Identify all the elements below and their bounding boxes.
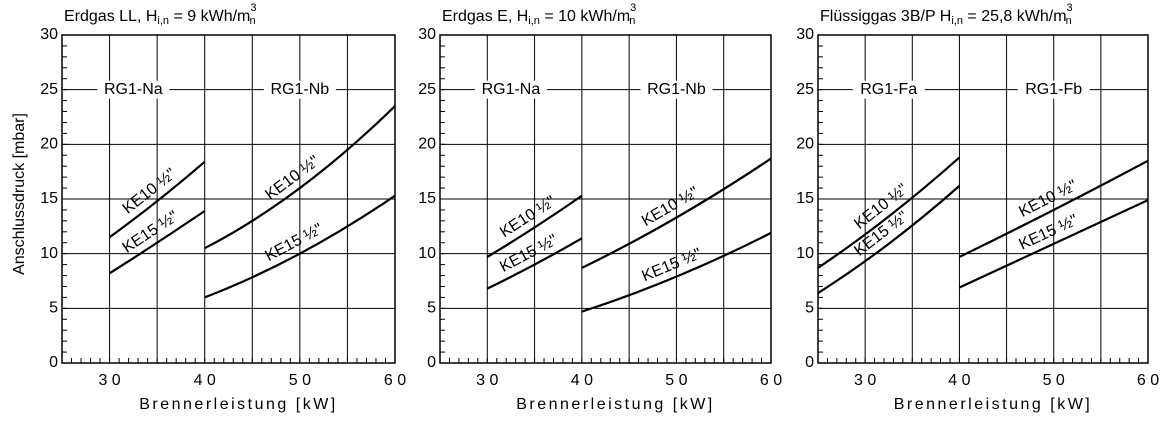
y-tick-label: 30 [796,26,814,43]
title-part: 3 [250,2,256,14]
y-tick-label: 25 [40,81,58,98]
title-part: i,n [951,15,963,27]
chart-title: Flüssiggas 3B/P Hi,n = 25,8 kWh/m3 n [820,2,1073,27]
title-part: = 25,8 kWh/m [963,8,1067,25]
plot-frame [817,34,1149,364]
line-series [486,194,583,258]
x-tick-label: 5 0 [289,372,311,389]
title-part: n [629,15,635,27]
title-part: n [250,15,256,27]
y-tick-label: 30 [40,26,58,43]
group-label-bg [97,80,170,99]
line-series [581,157,772,269]
line-series [817,185,961,294]
chart-title: Erdgas E, Hi,n = 10 kWh/m3 n [442,2,636,27]
x-tick-label: 6 0 [760,372,782,389]
line-series [108,160,206,239]
title-part: i,n [528,15,540,27]
x-axis-label: Brennerleistung [kW] [894,396,1093,413]
y-tick-label: 10 [40,245,58,262]
group-label-bg [852,80,925,99]
plot-frame [439,34,772,364]
line-series [204,105,396,250]
y-tick-label: 15 [418,190,436,207]
line-series [486,237,583,290]
y-tick-label: 20 [40,136,58,153]
title-part: 3 [1067,2,1073,14]
title-part: i,n [157,15,169,27]
line-series [817,156,961,269]
line-series [958,199,1149,289]
title-part: n [1066,15,1072,27]
y-tick-label: 5 [805,300,814,317]
line-series [108,210,206,275]
x-tick-label: 4 0 [571,372,593,389]
plot-frame [61,34,396,364]
title-part: = 9 kWh/m [169,8,250,25]
y-tick-label: 10 [418,245,436,262]
y-tick-label: 0 [49,354,58,371]
line-series [958,159,1149,258]
group-label: RG1-Na [482,81,541,98]
y-tick-label: 0 [805,354,814,371]
x-tick-label: 6 0 [384,372,406,389]
y-tick-label: 15 [796,190,814,207]
x-tick-label: 5 0 [665,372,687,389]
y-tick-label: 20 [418,136,436,153]
series-label: KE10 ½" [639,184,702,230]
group-label-bg [263,80,336,99]
chart-title: Erdgas LL, Hi,n = 9 kWh/m3 n [64,2,257,27]
y-tick-label: 5 [427,300,436,317]
y-tick-label: 30 [418,26,436,43]
group-label: RG1-Na [104,81,163,98]
series-label: KE15 ½" [262,221,325,266]
x-tick-label: 3 0 [98,372,120,389]
line-series [204,194,396,299]
y-tick-label: 5 [49,300,58,317]
title-part: 3 [630,2,636,14]
group-label-bg [474,80,547,99]
y-tick-label: 15 [40,190,58,207]
group-label-bg [640,80,713,99]
x-tick-label: 6 0 [1137,372,1159,389]
group-label: RG1-Fa [860,81,917,98]
x-axis-label: Brennerleistung [kW] [139,396,338,413]
x-tick-label: 5 0 [1043,372,1065,389]
x-tick-label: 4 0 [194,372,216,389]
y-tick-label: 25 [418,81,436,98]
y-tick-label: 25 [796,81,814,98]
title-part: Erdgas LL, H [64,8,157,25]
x-tick-label: 4 0 [948,372,970,389]
x-tick-label: 3 0 [854,372,876,389]
group-label-bg [1017,80,1090,99]
title-part: = 10 kWh/m [540,8,630,25]
x-axis-label: Brennerleistung [kW] [516,396,715,413]
y-tick-label: 20 [796,136,814,153]
line-series [581,231,772,313]
y-axis-label: Anschlussdruck [mbar] [11,113,28,275]
title-part: Erdgas E, H [442,8,528,25]
y-tick-label: 0 [427,354,436,371]
group-label: RG1-Nb [647,81,706,98]
x-tick-label: 3 0 [476,372,498,389]
group-label: RG1-Fb [1025,81,1082,98]
y-tick-label: 10 [796,245,814,262]
group-label: RG1-Nb [271,81,330,98]
title-part: Flüssiggas 3B/P H [820,8,951,25]
